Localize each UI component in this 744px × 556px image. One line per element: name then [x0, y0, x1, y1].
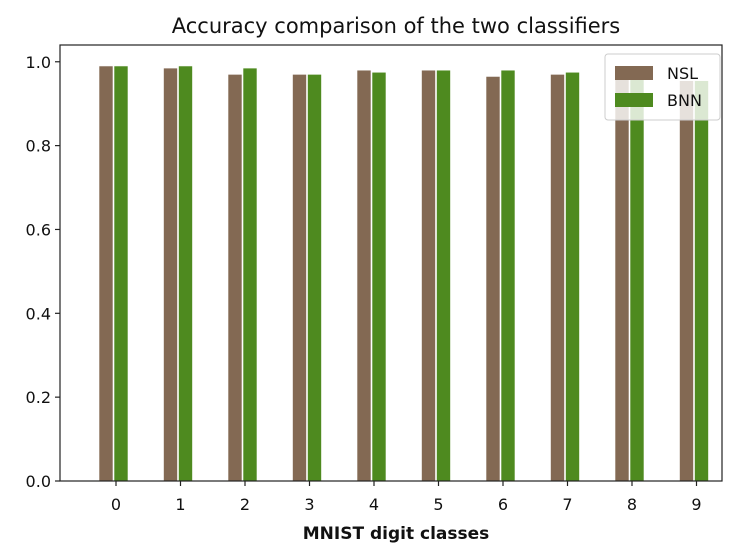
x-tick-label: 8: [627, 495, 637, 514]
bar-bnn-1: [178, 65, 193, 482]
bar-nsl-5: [421, 69, 436, 482]
x-tick-label: 3: [304, 495, 314, 514]
y-tick-label: 0.8: [26, 137, 51, 156]
x-tick-label: 7: [562, 495, 572, 514]
bar-bnn-8: [629, 78, 645, 482]
bars-group: [98, 65, 709, 482]
bar-nsl-4: [356, 69, 372, 482]
y-tick-label: 0.6: [26, 220, 51, 239]
bar-nsl-8: [614, 78, 630, 482]
x-tick-label: 9: [691, 495, 701, 514]
bar-nsl-3: [292, 74, 307, 482]
x-tick-label: 0: [111, 495, 121, 514]
chart-title: Accuracy comparison of the two classifie…: [172, 14, 621, 38]
y-tick-label: 0.2: [26, 388, 51, 407]
bar-nsl-0: [98, 65, 114, 482]
legend-box: [604, 53, 721, 121]
bar-bnn-2: [242, 67, 258, 482]
legend-label-nsl: NSL: [667, 64, 698, 83]
bar-bnn-4: [371, 71, 387, 482]
x-tick-label: 4: [369, 495, 379, 514]
plot-frame: [59, 44, 723, 482]
bar-nsl-1: [163, 67, 178, 482]
legend-label-bnn: BNN: [667, 91, 702, 110]
x-axis-label: MNIST digit classes: [303, 524, 490, 544]
y-tick-label: 0.4: [26, 304, 51, 323]
bar-nsl-7: [550, 74, 565, 482]
x-tick-label: 6: [498, 495, 508, 514]
bar-bnn-0: [113, 65, 129, 482]
bar-bnn-6: [500, 69, 516, 482]
bar-bnn-5: [436, 69, 451, 482]
x-tick-label: 1: [175, 495, 185, 514]
legend-swatch-nsl: [615, 66, 653, 80]
bar-nsl-9: [679, 80, 694, 482]
axes-group: 0.0 0.2 0.4 0.6 0.8 1.0 0 1 2 3 4 5 6 7 8 9: [26, 44, 723, 514]
bar-bnn-3: [307, 74, 322, 482]
bar-nsl-6: [485, 76, 501, 482]
y-tick-label: 0.0: [26, 472, 51, 491]
legend: NSL BNN: [604, 53, 721, 121]
bar-bnn-7: [565, 71, 580, 482]
bar-nsl-2: [227, 74, 243, 482]
bar-bnn-9: [694, 80, 709, 482]
x-tick-label: 5: [433, 495, 443, 514]
x-tick-label: 2: [240, 495, 250, 514]
legend-swatch-bnn: [615, 93, 653, 107]
y-tick-label: 1.0: [26, 53, 51, 72]
